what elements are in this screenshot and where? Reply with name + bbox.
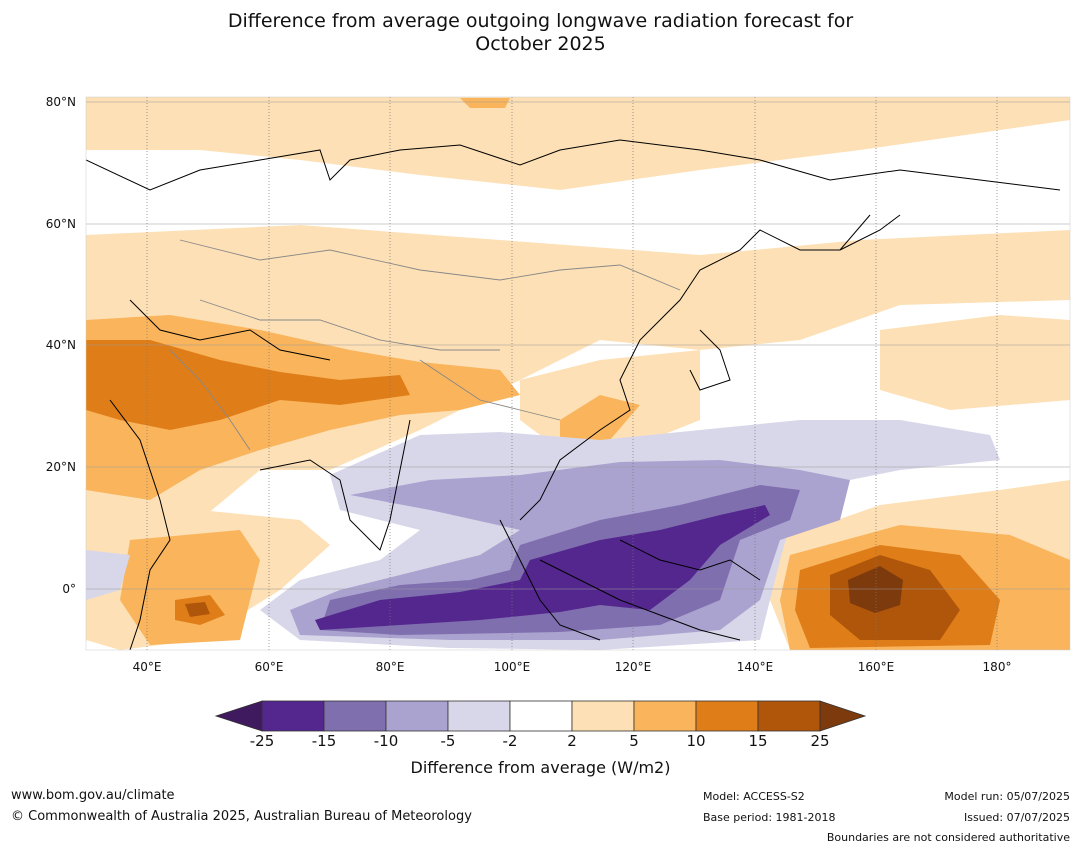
colorbar-swatches	[214, 700, 867, 732]
colorbar-extend-high	[819, 700, 867, 732]
colorbar-swatch	[447, 700, 511, 732]
colorbar-swatch	[633, 700, 697, 732]
map-title: Difference from average outgoing longwav…	[0, 10, 1081, 56]
colorbar-tick-label: 25	[810, 732, 830, 750]
colorbar-swatch	[695, 700, 759, 732]
footer-base-period: Base period: 1981-2018	[703, 811, 836, 824]
longitude-gridlines	[146, 97, 998, 650]
colorbar-tick-label: 10	[686, 732, 706, 750]
lat-label-80n: 80°N	[45, 95, 76, 109]
colorbar-swatch	[571, 700, 635, 732]
coastlines	[86, 139, 1061, 650]
title-line-2: October 2025	[475, 33, 606, 55]
colorbar-extend-low	[214, 700, 263, 732]
anomaly-minus15-minus25-region	[315, 505, 770, 630]
country-borders	[169, 239, 681, 451]
colorbar-label: Difference from average (W/m2)	[410, 758, 671, 777]
colorbar-tick-label: 15	[748, 732, 768, 750]
colorbar-tick-label: -5	[440, 732, 456, 750]
lon-label-180: 180°	[982, 660, 1012, 674]
colorbar-tick-label: -15	[311, 732, 337, 750]
colorbar-swatch	[385, 700, 449, 732]
colorbar-tick-label: -2	[502, 732, 518, 750]
footer-model-run: Model run: 05/07/2025	[944, 790, 1070, 803]
footer-copyright: © Commonwealth of Australia 2025, Austra…	[11, 809, 472, 824]
latitude-gridlines	[86, 101, 1070, 590]
lon-label-160e: 160°E	[857, 660, 895, 674]
lat-label-20n: 20°N	[45, 460, 76, 474]
map-frame	[85, 96, 1071, 651]
title-line-1: Difference from average outgoing longwav…	[227, 10, 854, 32]
footer-model: Model: ACCESS-S2	[703, 790, 805, 803]
footer-website[interactable]: www.bom.gov.au/climate	[11, 788, 175, 803]
colorbar-swatch	[757, 700, 821, 732]
lon-label-60e: 60°E	[254, 660, 284, 674]
footer-disclaimer: Boundaries are not considered authoritat…	[826, 831, 1070, 844]
lat-label-60n: 60°N	[45, 217, 76, 231]
colorbar-swatch	[261, 700, 325, 732]
lat-label-equator: 0°	[62, 582, 76, 596]
lon-label-140e: 140°E	[736, 660, 774, 674]
colorbar-tick-label: 5	[629, 732, 639, 750]
colorbar-swatch	[509, 700, 573, 732]
colorbar-tick-label: 2	[567, 732, 577, 750]
olr-anomaly-map	[85, 96, 1071, 651]
lon-label-80e: 80°E	[375, 660, 405, 674]
lon-label-100e: 100°E	[493, 660, 531, 674]
lat-label-40n: 40°N	[45, 338, 76, 352]
colorbar-swatch	[323, 700, 387, 732]
colorbar-tick-label: -10	[373, 732, 399, 750]
lon-label-40e: 40°E	[132, 660, 162, 674]
footer-issued: Issued: 07/07/2025	[963, 811, 1070, 824]
anomaly-above-25-region	[848, 566, 903, 613]
colorbar-tick-label: -25	[249, 732, 275, 750]
lon-label-120e: 120°E	[614, 660, 652, 674]
